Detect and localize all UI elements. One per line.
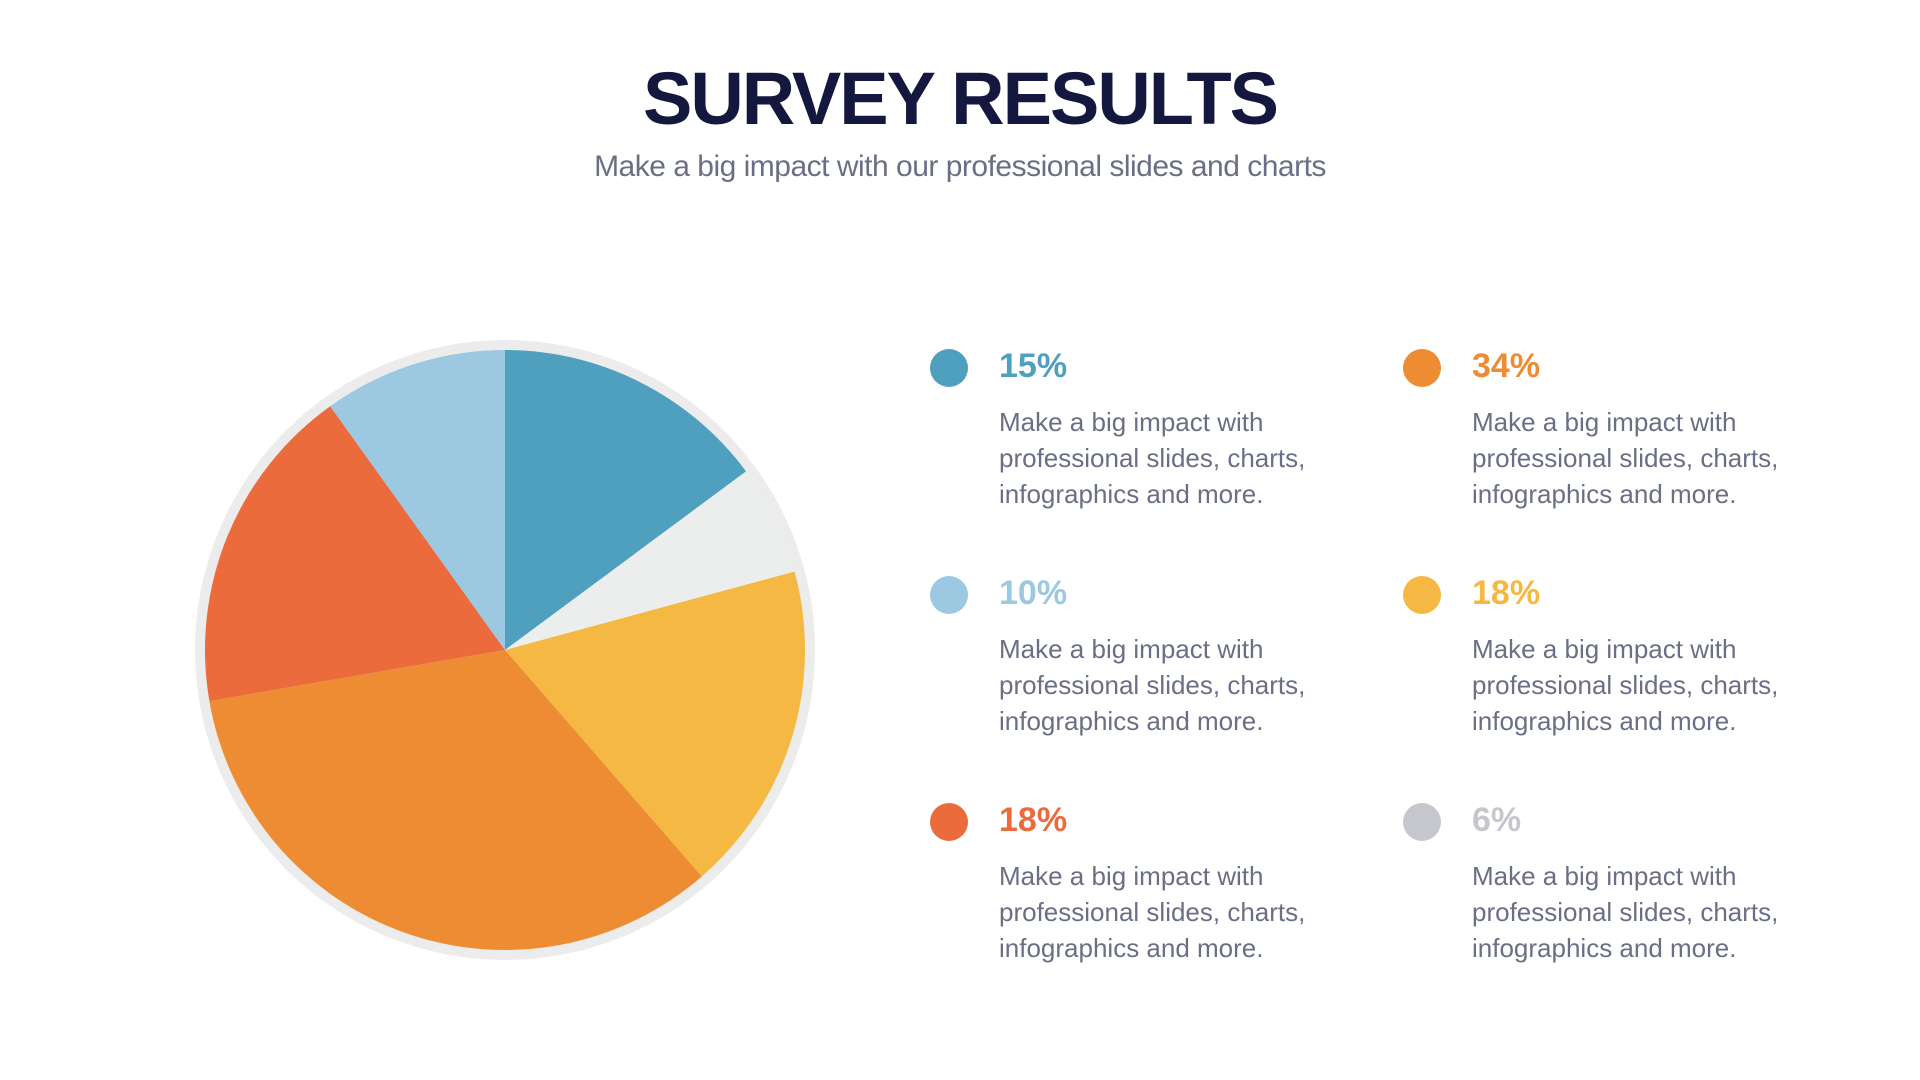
pie-chart	[195, 340, 815, 960]
pie-slice-5	[330, 350, 505, 650]
pie-slice-3	[209, 650, 702, 950]
legend-item: 15% Make a big impact with professional s…	[930, 340, 1350, 540]
legend-dot-icon	[930, 349, 968, 387]
legend-description: Make a big impact with professional slid…	[999, 634, 1306, 736]
legend-item: 6% Make a big impact with professional sl…	[1403, 794, 1823, 994]
legend-item: 34% Make a big impact with professional s…	[1403, 340, 1823, 540]
legend-dot-icon	[930, 576, 968, 614]
legend-dot-icon	[1403, 803, 1441, 841]
legend-dot-icon	[1403, 349, 1441, 387]
pie-slice-0	[505, 350, 747, 650]
legend-value: 34%	[1472, 347, 1541, 385]
legend-description: Make a big impact with professional slid…	[1472, 861, 1779, 963]
legend-description: Make a big impact with professional slid…	[1472, 407, 1779, 509]
legend-value: 18%	[1472, 574, 1541, 612]
pie-slice-1	[505, 471, 795, 650]
pie-slice-4	[205, 406, 505, 702]
legend-description: Make a big impact with professional slid…	[1472, 634, 1779, 736]
legend-description: Make a big impact with professional slid…	[999, 861, 1306, 963]
legend-item: 18% Make a big impact with professional s…	[930, 794, 1350, 994]
page-title: SURVEY RESULTS	[642, 57, 1279, 140]
legend-value: 15%	[999, 347, 1068, 385]
legend-value: 10%	[999, 574, 1068, 612]
pie-slice-2	[505, 571, 805, 877]
legend-dot-icon	[1403, 576, 1441, 614]
legend-item: 18% Make a big impact with professional s…	[1403, 567, 1823, 767]
legend-value: 6%	[1472, 801, 1522, 839]
pie-slices	[205, 350, 805, 950]
legend-dot-icon	[930, 803, 968, 841]
page-subtitle: Make a big impact with our professional …	[594, 150, 1326, 183]
legend-value: 18%	[999, 801, 1068, 839]
legend-item: 10% Make a big impact with professional s…	[930, 567, 1350, 767]
legend-description: Make a big impact with professional slid…	[999, 407, 1306, 509]
